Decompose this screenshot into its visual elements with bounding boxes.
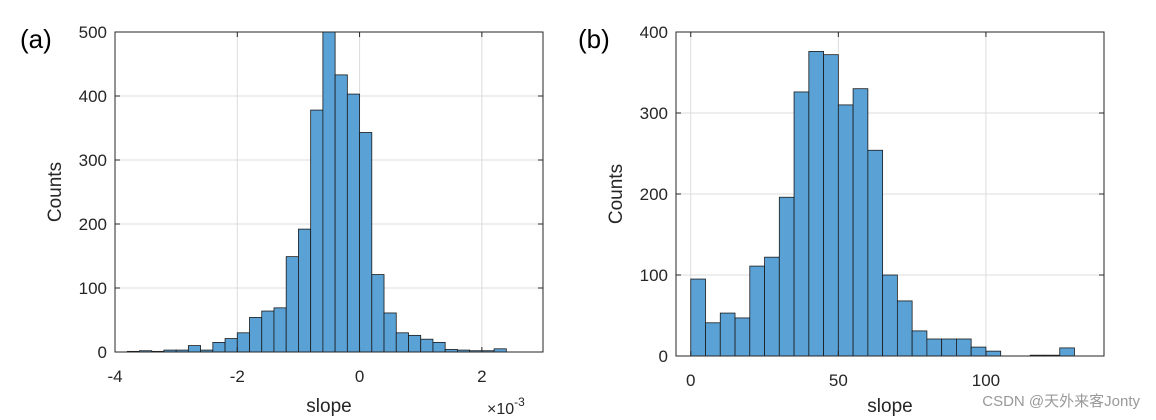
histogram-bar: [911, 330, 928, 357]
histogram-bar: [926, 338, 943, 357]
y-tick-label: 100: [79, 279, 107, 298]
y-tick-label: 0: [98, 343, 107, 362]
histogram-bar: [359, 132, 373, 353]
y-tick-label: 100: [640, 266, 668, 285]
panel-label: (b): [578, 24, 610, 54]
histogram-bar: [793, 91, 810, 357]
x-exponent-label: ×10-3: [487, 395, 525, 418]
y-tick-label: 200: [79, 215, 107, 234]
histogram-bar: [261, 310, 275, 353]
histogram-bar: [985, 350, 1002, 357]
axes-box: [114, 31, 544, 353]
x-tick-label: 2: [477, 367, 486, 386]
histogram-bar: [823, 54, 839, 357]
histogram-bar: [808, 51, 824, 357]
histogram-bar: [882, 274, 898, 357]
histogram-bar: [432, 341, 446, 353]
histogram-bar: [896, 300, 913, 357]
histogram-bar: [420, 338, 434, 353]
histogram-bar: [310, 109, 324, 353]
histogram-bar: [837, 104, 854, 357]
histogram-bar: [285, 256, 299, 353]
histogram-bar: [852, 88, 869, 357]
y-tick-label: 400: [79, 87, 107, 106]
histogram-bar: [719, 312, 736, 357]
histogram-bar: [322, 31, 336, 353]
histogram-bar: [395, 332, 409, 353]
histogram-bar: [970, 346, 987, 357]
histogram-bar: [346, 93, 360, 353]
y-axis-label: Counts: [606, 164, 627, 224]
x-axis-label: slope: [867, 396, 912, 417]
histogram-bar: [334, 74, 348, 353]
histogram-bar: [1059, 347, 1075, 357]
histogram-bar: [383, 312, 397, 353]
x-tick-label: -2: [230, 367, 245, 386]
y-tick-label: 300: [640, 104, 668, 123]
x-tick-label: 0: [355, 367, 364, 386]
histogram-bar: [212, 341, 226, 353]
y-tick-label: 0: [659, 347, 668, 366]
histogram-bar: [705, 322, 721, 357]
histogram-bar: [273, 307, 287, 353]
x-tick-label: 100: [972, 371, 1000, 390]
histogram-bar: [249, 317, 263, 353]
y-tick-label: 300: [79, 151, 107, 170]
x-axis-label: slope: [306, 396, 351, 417]
histogram-bar: [236, 332, 250, 353]
panel-label: (a): [20, 24, 52, 54]
histogram-bar: [941, 338, 957, 357]
histogram-bar: [778, 196, 795, 357]
histogram-bar: [371, 274, 385, 353]
histogram-bar: [298, 228, 312, 353]
x-exponent: -3: [514, 395, 525, 409]
x-tick-label: -4: [107, 367, 122, 386]
panel-b-histogram: 0 50 100 0 100 200 300 400 slope Counts (b): [578, 23, 1105, 417]
histogram-bar: [956, 338, 972, 357]
y-tick-label: 500: [79, 23, 107, 42]
histogram-bar: [867, 149, 884, 357]
histogram-bar: [749, 265, 765, 357]
x-tick-label: 0: [686, 371, 695, 390]
histogram-bar: [224, 338, 238, 353]
panel-a-histogram: -4 -2 0 2 0 100 200 300 400 500 slope Counts (a) ×10-…: [20, 23, 544, 418]
y-axis-label: Counts: [45, 162, 66, 222]
histogram-bar: [690, 278, 706, 357]
histogram-bar: [187, 345, 202, 353]
y-tick-label: 200: [640, 185, 668, 204]
x-multiplier: ×10: [487, 401, 514, 418]
histogram-bar: [764, 256, 780, 357]
x-tick-label: 50: [829, 371, 848, 390]
histogram-bar: [408, 334, 422, 353]
y-tick-label: 400: [640, 23, 668, 42]
watermark: CSDN @天外来客Jonty: [982, 393, 1140, 410]
histogram-bar: [734, 317, 751, 357]
